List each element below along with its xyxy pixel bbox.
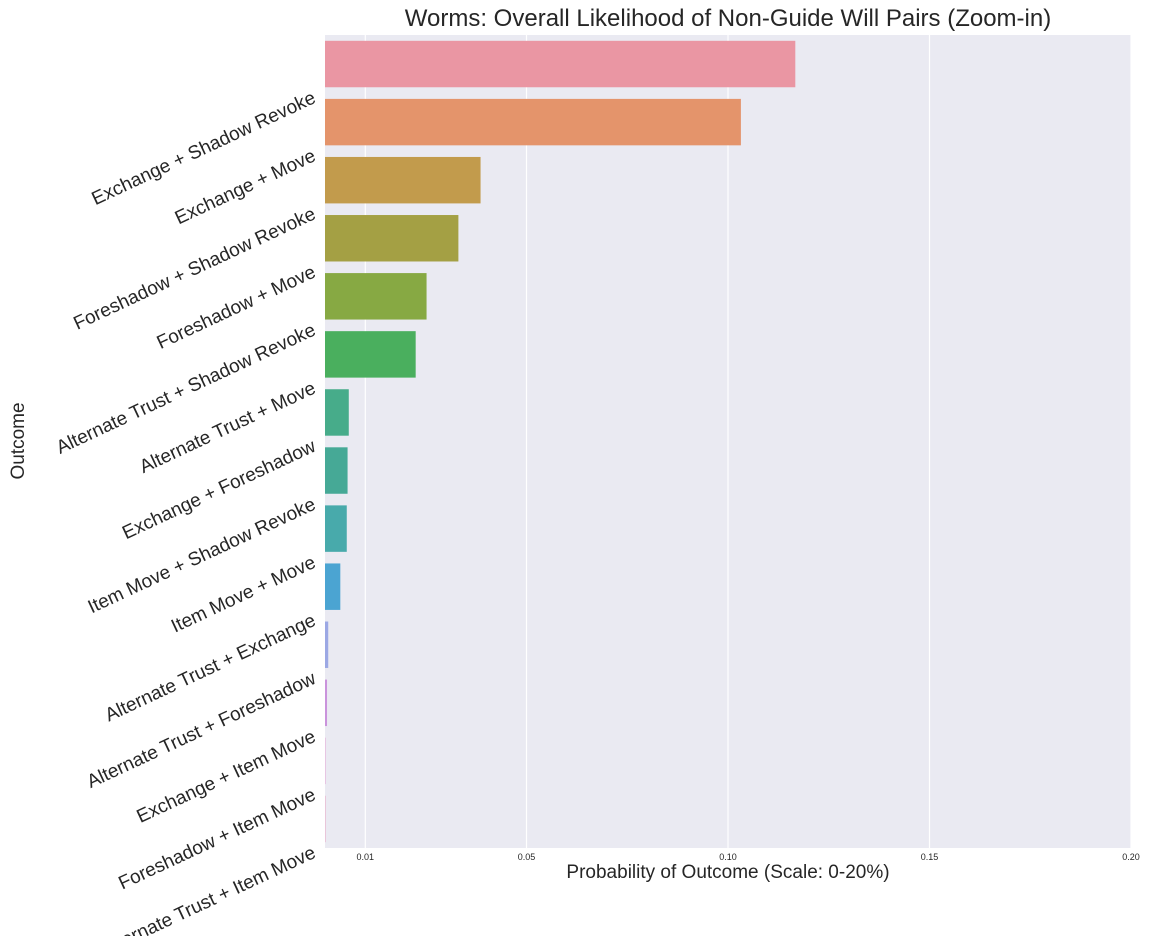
bar-exchange-move <box>325 98 741 146</box>
x-tick-label: 0.20 <box>1122 852 1140 862</box>
y-category-label: Item Move + Shadow Revoke <box>85 494 319 618</box>
bar-alternate-trust-foreshadow <box>325 621 329 668</box>
x-tick-label: 0.05 <box>518 852 536 862</box>
bar-exchange-item-move <box>325 679 328 727</box>
bar-alternate-trust-exchange <box>325 563 341 610</box>
bar-foreshadow-move <box>325 215 459 262</box>
x-tick-label: 0.15 <box>921 852 939 862</box>
bar-foreshadow-shadow-revoke <box>325 156 481 204</box>
bars <box>325 40 796 843</box>
x-axis-label: Probability of Outcome (Scale: 0-20%) <box>566 862 890 883</box>
y-category-label: Exchange + Shadow Revoke <box>89 88 319 210</box>
x-tick-label: 0.01 <box>357 852 375 862</box>
bar-exchange-shadow-revoke <box>325 40 796 88</box>
bar-alternate-trust-move <box>325 331 416 378</box>
bar-exchange-foreshadow <box>325 389 349 436</box>
y-category-label: Alternate Trust + Foreshadow <box>84 668 319 793</box>
y-category-label: Foreshadow + Item Move <box>115 784 319 894</box>
y-category-label: Alternate Trust + Exchange <box>102 610 319 726</box>
x-tick-label: 0.10 <box>719 852 737 862</box>
y-axis-label: Outcome <box>8 402 29 480</box>
x-tick-labels: 0.01 0.05 0.10 0.15 0.20 <box>357 852 1140 862</box>
bar-item-move-shadow-revoke <box>325 447 348 494</box>
bar-item-move-move <box>325 505 347 552</box>
chart-title: Worms: Overall Likelihood of Non-Guide W… <box>404 5 1052 32</box>
bar-alternate-trust-shadow-revoke <box>325 273 427 320</box>
